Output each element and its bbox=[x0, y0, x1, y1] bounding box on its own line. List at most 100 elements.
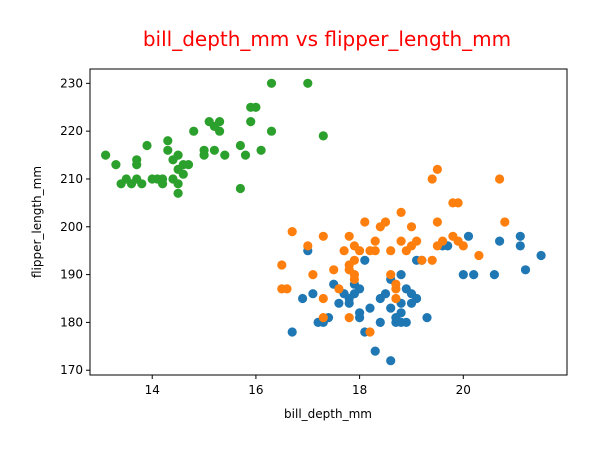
data-point-s3-44 bbox=[303, 78, 313, 88]
data-point-s1-32 bbox=[396, 308, 406, 318]
data-point-s2-54 bbox=[500, 217, 510, 227]
data-point-s3-28 bbox=[199, 150, 209, 160]
y-tick-label: 180 bbox=[60, 315, 83, 329]
data-point-s1-30 bbox=[396, 270, 406, 280]
data-point-s2-9 bbox=[318, 313, 328, 323]
data-point-s1-50 bbox=[515, 241, 525, 251]
data-point-s1-1 bbox=[287, 327, 297, 337]
data-point-s3-31 bbox=[209, 145, 219, 155]
data-point-s3-2 bbox=[111, 160, 121, 170]
data-point-s2-43 bbox=[432, 164, 442, 174]
data-point-s3-16 bbox=[163, 145, 173, 155]
data-point-s3-15 bbox=[163, 136, 173, 146]
y-tick-label: 230 bbox=[60, 76, 83, 90]
data-point-s2-52 bbox=[474, 250, 484, 261]
data-point-s1-15 bbox=[355, 284, 365, 294]
points-layer bbox=[101, 78, 546, 366]
data-point-s2-28 bbox=[380, 217, 391, 227]
x-tick-label: 18 bbox=[352, 383, 367, 397]
data-point-s1-49 bbox=[515, 231, 525, 241]
x-axis-label: bill_depth_mm bbox=[284, 407, 372, 421]
data-point-s1-12 bbox=[344, 298, 354, 308]
data-point-s2-21 bbox=[355, 246, 365, 256]
data-point-s2-6 bbox=[308, 270, 318, 280]
data-point-s1-27 bbox=[386, 356, 396, 366]
data-point-s2-4 bbox=[287, 227, 297, 237]
data-point-s2-12 bbox=[339, 246, 349, 256]
data-point-s2-20 bbox=[349, 274, 359, 284]
y-ticks: 170 180 190 200 210 220 230 bbox=[60, 76, 90, 377]
data-point-s1-20 bbox=[365, 303, 375, 313]
data-point-s3-24 bbox=[178, 169, 188, 179]
y-tick-label: 220 bbox=[60, 124, 83, 138]
data-point-s3-20 bbox=[173, 179, 183, 189]
y-axis-label: flipper_length_mm bbox=[30, 166, 44, 278]
data-point-s2-22 bbox=[360, 217, 370, 227]
data-point-s1-46 bbox=[469, 270, 479, 280]
data-point-s1-51 bbox=[520, 265, 531, 275]
data-point-s3-41 bbox=[256, 145, 266, 155]
data-point-s2-45 bbox=[432, 217, 442, 227]
data-point-s2-3 bbox=[282, 284, 292, 294]
data-point-s2-8 bbox=[318, 293, 328, 304]
data-point-s3-25 bbox=[183, 160, 194, 170]
x-ticks: 14 16 18 20 bbox=[145, 375, 471, 397]
data-point-s1-39 bbox=[412, 293, 422, 304]
plot-frame bbox=[89, 68, 568, 376]
y-tick-label: 200 bbox=[60, 220, 83, 234]
data-point-s1-18 bbox=[360, 255, 370, 265]
data-point-s2-35 bbox=[396, 207, 406, 217]
y-tick-label: 210 bbox=[60, 172, 83, 186]
data-point-s3-45 bbox=[318, 131, 328, 141]
data-point-s2-10 bbox=[329, 265, 339, 275]
data-point-s2-1 bbox=[277, 260, 287, 270]
data-point-s1-4 bbox=[298, 293, 308, 304]
data-point-s3-1 bbox=[101, 150, 111, 160]
data-point-s1-26 bbox=[386, 303, 396, 313]
data-point-s1-41 bbox=[422, 313, 432, 323]
data-point-s2-26 bbox=[370, 236, 380, 246]
data-point-s2-41 bbox=[427, 174, 437, 184]
chart-title: bill_depth_mm vs flipper_length_mm bbox=[143, 27, 511, 51]
y-tick-label: 170 bbox=[60, 363, 83, 377]
data-point-s3-19 bbox=[173, 188, 183, 198]
data-point-s3-9 bbox=[137, 179, 147, 189]
data-point-s3-14 bbox=[158, 174, 168, 184]
data-point-s1-52 bbox=[536, 250, 546, 261]
data-point-s1-9 bbox=[334, 298, 344, 308]
data-point-s2-34 bbox=[396, 236, 406, 246]
data-point-s3-35 bbox=[235, 140, 245, 151]
data-point-s2-5 bbox=[303, 241, 313, 251]
data-point-s3-7 bbox=[132, 160, 142, 170]
data-point-s1-24 bbox=[380, 289, 391, 299]
data-point-s1-44 bbox=[458, 270, 468, 280]
data-point-s3-36 bbox=[235, 183, 245, 194]
data-point-s2-37 bbox=[406, 222, 417, 232]
data-point-s1-45 bbox=[463, 231, 474, 241]
data-point-s3-34 bbox=[220, 150, 230, 160]
data-point-s2-39 bbox=[412, 236, 422, 246]
data-point-s2-31 bbox=[391, 293, 401, 304]
data-point-s2-42 bbox=[427, 255, 437, 265]
data-point-s2-49 bbox=[453, 198, 463, 208]
data-point-s2-25 bbox=[370, 246, 380, 256]
data-point-s3-43 bbox=[266, 126, 277, 136]
data-point-s2-46 bbox=[438, 236, 448, 246]
data-point-s3-42 bbox=[266, 78, 277, 88]
data-point-s3-32 bbox=[215, 117, 225, 127]
x-tick-label: 14 bbox=[145, 383, 160, 397]
data-point-s1-35 bbox=[401, 317, 411, 327]
data-point-s2-33 bbox=[391, 279, 401, 289]
x-tick-label: 16 bbox=[248, 383, 263, 397]
data-point-s3-40 bbox=[251, 102, 261, 112]
data-point-s3-22 bbox=[173, 150, 183, 160]
data-point-s1-47 bbox=[489, 270, 499, 280]
data-point-s1-48 bbox=[495, 236, 505, 246]
data-point-s3-37 bbox=[240, 150, 251, 160]
data-point-s2-30 bbox=[386, 270, 396, 280]
data-point-s1-3 bbox=[308, 289, 318, 299]
data-point-s2-18 bbox=[349, 255, 359, 265]
data-point-s2-29 bbox=[386, 246, 396, 256]
